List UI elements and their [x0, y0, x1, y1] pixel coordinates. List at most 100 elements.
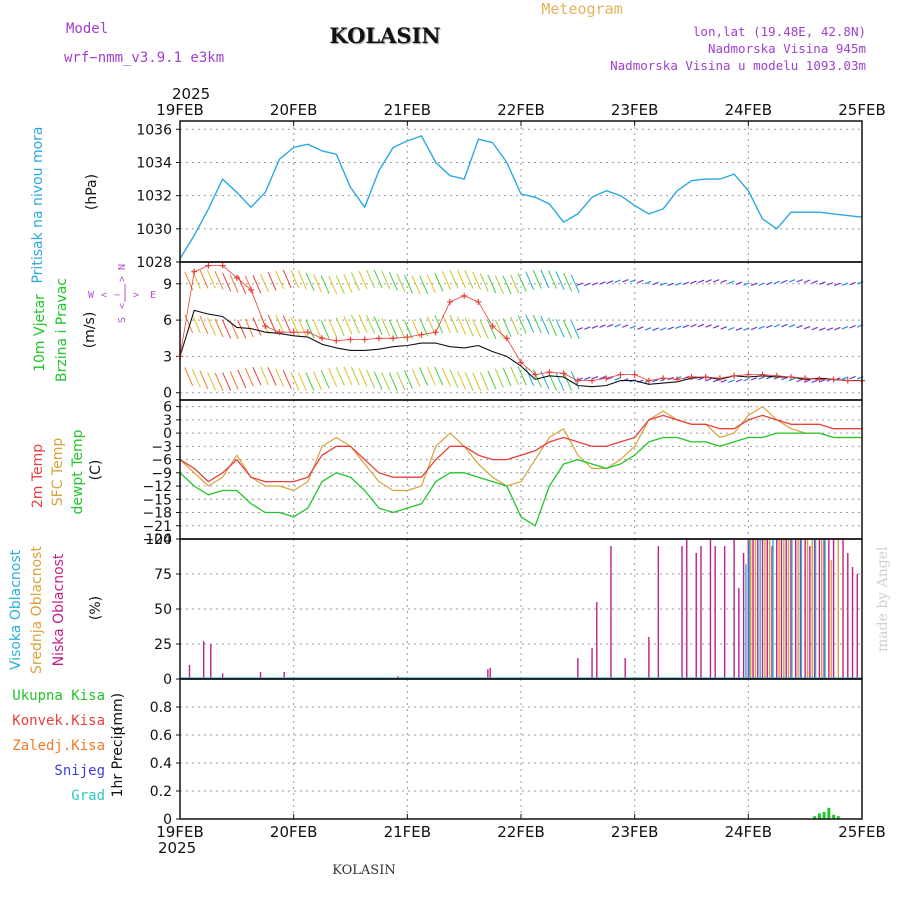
wind-barb: [548, 317, 557, 336]
pressure-unit: (hPa): [84, 174, 100, 210]
precip-legend-4: Grad: [71, 788, 105, 804]
wind-barb: [766, 281, 773, 286]
wind-barb: [260, 366, 269, 386]
wind-barb: [426, 316, 436, 335]
wind-barb: [502, 367, 512, 387]
wind-barb: [457, 316, 466, 335]
wind-barb: [750, 377, 758, 381]
wind-barb: [441, 314, 451, 334]
wind-barb: [275, 270, 285, 290]
model-label: Model: [66, 21, 108, 37]
wind-barb: [743, 378, 750, 382]
wind-barb: [712, 378, 720, 383]
wind-barb: [441, 367, 451, 387]
x-tick-label-top: 19FEB: [156, 101, 203, 119]
wind-barb: [419, 367, 429, 386]
wind-barb: [819, 327, 826, 331]
panel-frame: [179, 120, 863, 263]
wind-barb: [584, 376, 591, 381]
y-tick-label: −3: [151, 439, 172, 455]
wind-barb: [614, 323, 621, 328]
precip-bar: [817, 813, 821, 819]
wind-barb: [622, 279, 629, 283]
wind-barb: [297, 318, 307, 338]
wind-barb: [599, 324, 606, 328]
wind-barb: [614, 279, 621, 283]
y-tick-label: −9: [151, 466, 172, 482]
x-tick-label-bottom: 23FEB: [611, 823, 658, 841]
wind-barb: [690, 323, 697, 328]
wind-barb: [743, 327, 750, 331]
wind-barb: [667, 282, 674, 287]
precip-bar: [832, 814, 836, 819]
wind-barb: [434, 366, 444, 386]
wind-barb: [373, 371, 383, 390]
wind-barb: [222, 272, 232, 292]
wind-barb: [773, 280, 781, 285]
wind-barb: [548, 270, 557, 289]
wind-barb: [494, 319, 504, 339]
wind-barb: [811, 280, 818, 284]
wind-barb: [328, 275, 338, 295]
wind-barb: [494, 275, 504, 295]
compass-arrow-up: >: [117, 276, 128, 282]
wind-barb: [244, 275, 254, 295]
y-tick-label: 9: [163, 277, 172, 293]
wind-barb: [606, 280, 614, 284]
wind-barb: [720, 379, 727, 383]
wind-barb: [622, 324, 629, 328]
y-tick-label: 1032: [136, 189, 172, 205]
y-tick-label: 0: [163, 386, 172, 402]
wind-barb: [199, 315, 209, 335]
wind-barb: [735, 327, 743, 331]
wind-barb: [758, 376, 765, 380]
x-tick-label-bottom: 25FEB: [838, 823, 885, 841]
wind-barb: [849, 281, 856, 286]
wind-barb: [222, 320, 232, 339]
wind-barb: [811, 379, 818, 383]
meteogram-label: Meteogram: [541, 0, 622, 18]
wind-barb: [411, 275, 421, 295]
wind-barb: [441, 271, 451, 290]
wind-barb: [712, 279, 720, 283]
wind-barb: [517, 273, 527, 292]
wind-barb: [720, 279, 727, 284]
wind-barb: [510, 366, 520, 386]
wind-barb: [606, 323, 614, 328]
x-tick-label-top: 24FEB: [725, 101, 772, 119]
wind-barb: [834, 326, 841, 331]
wind-barb: [366, 369, 376, 389]
y-tick-label: 1034: [136, 155, 172, 171]
wind-barb: [826, 282, 834, 286]
wind-barb: [396, 371, 406, 391]
wind-barb: [606, 376, 614, 380]
wind-barb: [796, 279, 803, 283]
wind-barb: [381, 318, 391, 337]
wind-barb: [244, 367, 254, 387]
dewpt-line: [179, 432, 862, 527]
wind-barb: [472, 372, 482, 392]
wind-barb: [434, 314, 444, 334]
wind-barb: [584, 282, 591, 287]
wind-barb: [570, 320, 580, 340]
x-tick-label-top: 20FEB: [270, 101, 317, 119]
footer-station: KOLASIN: [332, 863, 395, 878]
wind-barb: [743, 282, 750, 286]
wind-barb: [472, 271, 482, 291]
x-tick-label-bottom: 20FEB: [270, 823, 317, 841]
wind-barb: [426, 366, 436, 386]
wind-barb: [849, 324, 856, 329]
wind-barb: [358, 368, 368, 387]
wind-barb: [449, 269, 459, 289]
wind-barb: [328, 368, 338, 387]
wind-barb: [728, 379, 735, 383]
y-tick-label: 25: [154, 637, 172, 653]
wind-compass: N > W < − > E < S: [88, 264, 156, 323]
wind-barb: [841, 325, 849, 330]
temp-title2: SFC Temp: [50, 438, 66, 507]
wind-barb: [381, 372, 391, 391]
wind-barb: [659, 282, 667, 286]
wind-barb: [637, 326, 644, 330]
compass-east: E: [150, 290, 156, 301]
